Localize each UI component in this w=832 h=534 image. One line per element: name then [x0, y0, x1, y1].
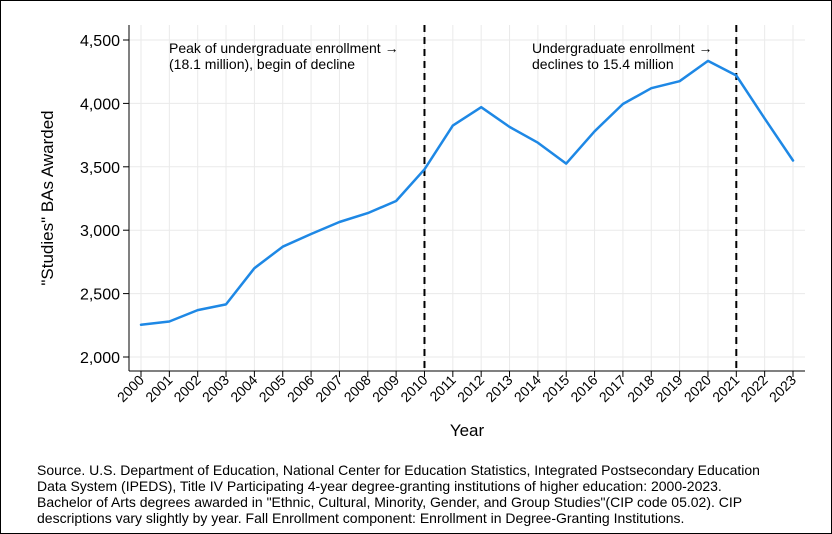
source-note-line: Bachelor of Arts degrees awarded in "Eth… — [37, 494, 743, 510]
x-tick-label: 2004 — [227, 372, 260, 405]
x-tick-label: 2018 — [624, 372, 657, 405]
x-axis-title: Year — [450, 421, 485, 440]
y-tick-label: 2,500 — [80, 287, 120, 304]
x-tick-label: 2023 — [766, 372, 799, 405]
reference-lines — [423, 25, 738, 371]
x-tick-label: 2020 — [681, 372, 714, 405]
grid-layer — [129, 25, 805, 371]
x-tick-label: 2009 — [369, 372, 402, 405]
x-tick-label: 2012 — [454, 372, 487, 405]
annotation-line: declines to 15.4 million — [532, 56, 674, 72]
source-note-line: Data System (IPEDS), Title IV Participat… — [37, 478, 722, 494]
line-chart: 2,0002,5003,0003,5004,0004,5002000200120… — [38, 25, 805, 440]
annotation: Undergraduate enrollment →declines to 15… — [532, 40, 713, 72]
y-tick-label: 4,000 — [80, 96, 120, 113]
x-tick-label: 2002 — [170, 372, 203, 405]
x-tick-label: 2015 — [539, 372, 572, 405]
x-tick-label: 2014 — [511, 372, 544, 405]
annotations: Peak of undergraduate enrollment →(18.1 … — [169, 40, 713, 72]
x-tick-label: 2017 — [596, 372, 629, 405]
x-tick-label: 2008 — [341, 372, 374, 405]
annotation-line: (18.1 million), begin of decline — [169, 56, 355, 72]
y-tick-label: 2,000 — [80, 350, 120, 367]
x-tick-label: 2011 — [426, 372, 459, 405]
annotation-line: Peak of undergraduate enrollment → — [169, 40, 399, 56]
x-tick-label: 2016 — [567, 372, 600, 405]
axes-layer: 2,0002,5003,0003,5004,0004,5002000200120… — [80, 25, 805, 405]
x-tick-label: 2022 — [737, 372, 770, 405]
y-axis-title: "Studies" BAs Awarded — [38, 110, 57, 285]
y-tick-label: 3,500 — [80, 160, 120, 177]
x-tick-label: 2003 — [199, 372, 232, 405]
x-tick-label: 2010 — [397, 372, 430, 405]
x-tick-label: 2000 — [114, 372, 147, 405]
annotation-line: Undergraduate enrollment → — [532, 40, 713, 56]
y-tick-label: 3,000 — [80, 223, 120, 240]
series-layer — [139, 59, 795, 326]
x-tick-label: 2007 — [312, 372, 345, 405]
source-note-line: descriptions vary slightly by year. Fall… — [37, 510, 685, 526]
x-tick-label: 2005 — [256, 372, 289, 405]
x-tick-label: 2001 — [142, 372, 175, 405]
x-tick-label: 2021 — [709, 372, 742, 405]
annotation: Peak of undergraduate enrollment →(18.1 … — [169, 40, 399, 72]
x-tick-label: 2006 — [284, 372, 317, 405]
source-note-line: Source. U.S. Department of Education, Na… — [37, 462, 760, 478]
y-tick-label: 4,500 — [80, 33, 120, 50]
x-tick-label: 2019 — [652, 372, 685, 405]
series-line — [139, 59, 795, 326]
source-note: Source. U.S. Department of Education, Na… — [37, 462, 827, 526]
x-tick-label: 2013 — [482, 372, 515, 405]
